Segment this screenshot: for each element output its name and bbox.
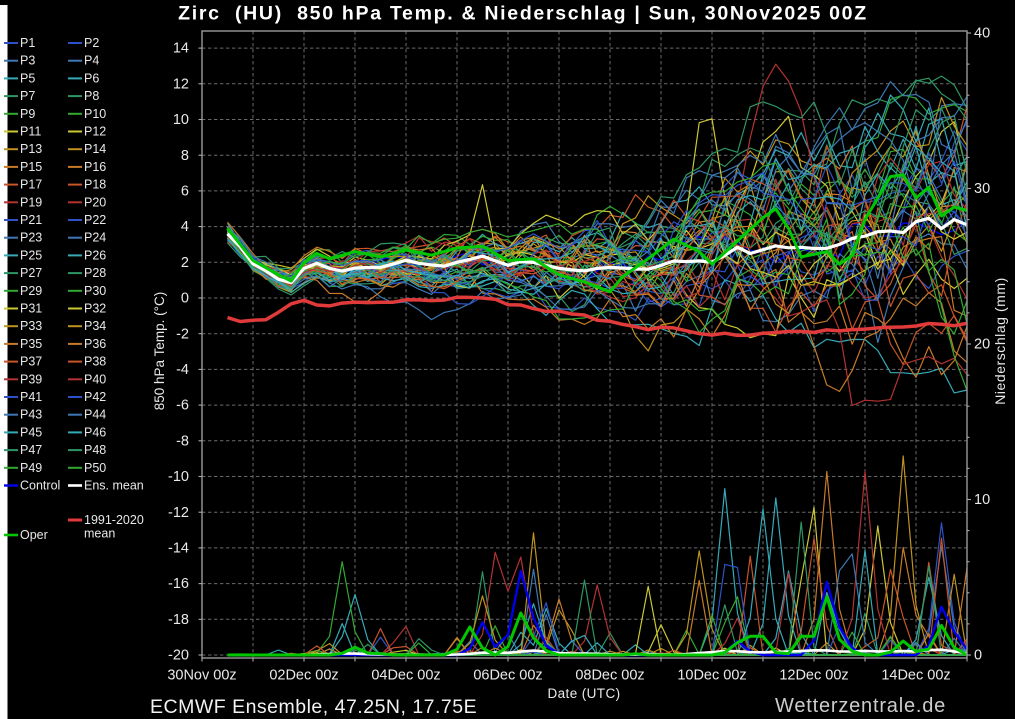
- svg-text:P34: P34: [84, 319, 106, 333]
- svg-text:P46: P46: [84, 425, 106, 439]
- svg-text:P45: P45: [20, 425, 42, 439]
- svg-text:P20: P20: [84, 195, 106, 209]
- svg-text:P14: P14: [84, 142, 106, 156]
- svg-text:Zirc (HU) 850 hPa Temp. & Ni: Zirc (HU) 850 hPa Temp. & Niederschlag |…: [178, 3, 868, 25]
- svg-text:P19: P19: [20, 195, 42, 209]
- svg-text:Oper: Oper: [20, 528, 48, 542]
- svg-text:0: 0: [974, 648, 982, 664]
- svg-text:P4: P4: [84, 54, 99, 68]
- svg-text:P33: P33: [20, 319, 42, 333]
- svg-text:ECMWF Ensemble, 47.25N, 17.75E: ECMWF Ensemble, 47.25N, 17.75E: [150, 696, 477, 718]
- svg-text:P26: P26: [84, 248, 106, 262]
- svg-text:40: 40: [974, 26, 990, 42]
- svg-text:P50: P50: [84, 461, 106, 475]
- svg-text:P5: P5: [20, 71, 35, 85]
- svg-text:-10: -10: [168, 469, 189, 485]
- svg-text:P17: P17: [20, 178, 42, 192]
- svg-text:-12: -12: [168, 505, 189, 521]
- svg-text:14Dec 00z: 14Dec 00z: [881, 668, 950, 684]
- svg-text:P1: P1: [20, 36, 35, 50]
- svg-text:P47: P47: [20, 443, 42, 457]
- svg-text:20: 20: [974, 337, 990, 353]
- svg-text:12Dec 00z: 12Dec 00z: [779, 668, 848, 684]
- svg-text:8: 8: [181, 148, 189, 164]
- svg-text:-14: -14: [168, 541, 189, 557]
- svg-text:Wetterzentrale.de: Wetterzentrale.de: [775, 695, 946, 717]
- svg-text:P8: P8: [84, 89, 99, 103]
- svg-text:P44: P44: [84, 408, 106, 422]
- svg-text:P23: P23: [20, 231, 42, 245]
- svg-text:P48: P48: [84, 443, 106, 457]
- svg-text:P25: P25: [20, 248, 42, 262]
- svg-text:30Nov 00z: 30Nov 00z: [167, 668, 236, 684]
- svg-text:P30: P30: [84, 284, 106, 298]
- svg-text:P9: P9: [20, 107, 35, 121]
- svg-text:P38: P38: [84, 355, 106, 369]
- svg-text:P10: P10: [84, 107, 106, 121]
- svg-text:P49: P49: [20, 461, 42, 475]
- svg-text:P6: P6: [84, 71, 99, 85]
- svg-text:30: 30: [974, 181, 990, 197]
- svg-text:mean: mean: [84, 527, 115, 541]
- svg-text:06Dec 00z: 06Dec 00z: [473, 668, 542, 684]
- svg-text:P29: P29: [20, 284, 42, 298]
- svg-text:-6: -6: [176, 398, 189, 414]
- svg-text:P2: P2: [84, 36, 99, 50]
- svg-text:12: 12: [173, 76, 189, 92]
- svg-text:P31: P31: [20, 302, 42, 316]
- svg-text:14: 14: [173, 41, 189, 57]
- svg-text:P32: P32: [84, 302, 106, 316]
- svg-text:-16: -16: [168, 576, 189, 592]
- svg-text:02Dec 00z: 02Dec 00z: [269, 668, 338, 684]
- svg-text:Date (UTC): Date (UTC): [547, 686, 620, 701]
- svg-text:P3: P3: [20, 54, 35, 68]
- svg-text:P18: P18: [84, 178, 106, 192]
- svg-text:-4: -4: [176, 362, 189, 378]
- svg-text:P15: P15: [20, 160, 42, 174]
- svg-text:P22: P22: [84, 213, 106, 227]
- svg-text:-18: -18: [168, 612, 189, 628]
- svg-text:850 hPa Temp. (°C): 850 hPa Temp. (°C): [152, 292, 167, 410]
- svg-text:P37: P37: [20, 355, 42, 369]
- svg-text:P39: P39: [20, 372, 42, 386]
- svg-text:Niederschlag (mm): Niederschlag (mm): [992, 277, 1008, 405]
- svg-text:P16: P16: [84, 160, 106, 174]
- svg-text:-8: -8: [176, 433, 189, 449]
- svg-text:10: 10: [173, 112, 189, 128]
- svg-text:P42: P42: [84, 390, 106, 404]
- svg-text:-20: -20: [168, 648, 189, 664]
- svg-text:10Dec 00z: 10Dec 00z: [677, 668, 746, 684]
- svg-text:P21: P21: [20, 213, 42, 227]
- svg-text:6: 6: [181, 184, 189, 200]
- svg-text:P11: P11: [20, 125, 41, 139]
- svg-text:Ens. mean: Ens. mean: [84, 479, 144, 493]
- svg-text:P40: P40: [84, 372, 106, 386]
- svg-text:P36: P36: [84, 337, 106, 351]
- svg-text:1991-2020: 1991-2020: [84, 513, 144, 527]
- svg-text:4: 4: [181, 219, 189, 235]
- svg-text:08Dec 00z: 08Dec 00z: [575, 668, 644, 684]
- svg-text:P35: P35: [20, 337, 42, 351]
- svg-text:Control: Control: [20, 479, 60, 493]
- svg-text:P28: P28: [84, 266, 106, 280]
- svg-text:P27: P27: [20, 266, 42, 280]
- svg-text:2: 2: [181, 255, 189, 271]
- svg-text:P12: P12: [84, 125, 106, 139]
- svg-text:10: 10: [974, 492, 990, 508]
- svg-text:P13: P13: [20, 142, 42, 156]
- svg-text:P43: P43: [20, 408, 42, 422]
- svg-text:P41: P41: [20, 390, 42, 404]
- svg-text:P7: P7: [20, 89, 35, 103]
- svg-text:P24: P24: [84, 231, 106, 245]
- svg-text:0: 0: [181, 291, 189, 307]
- svg-text:04Dec 00z: 04Dec 00z: [371, 668, 440, 684]
- svg-text:-2: -2: [176, 326, 189, 342]
